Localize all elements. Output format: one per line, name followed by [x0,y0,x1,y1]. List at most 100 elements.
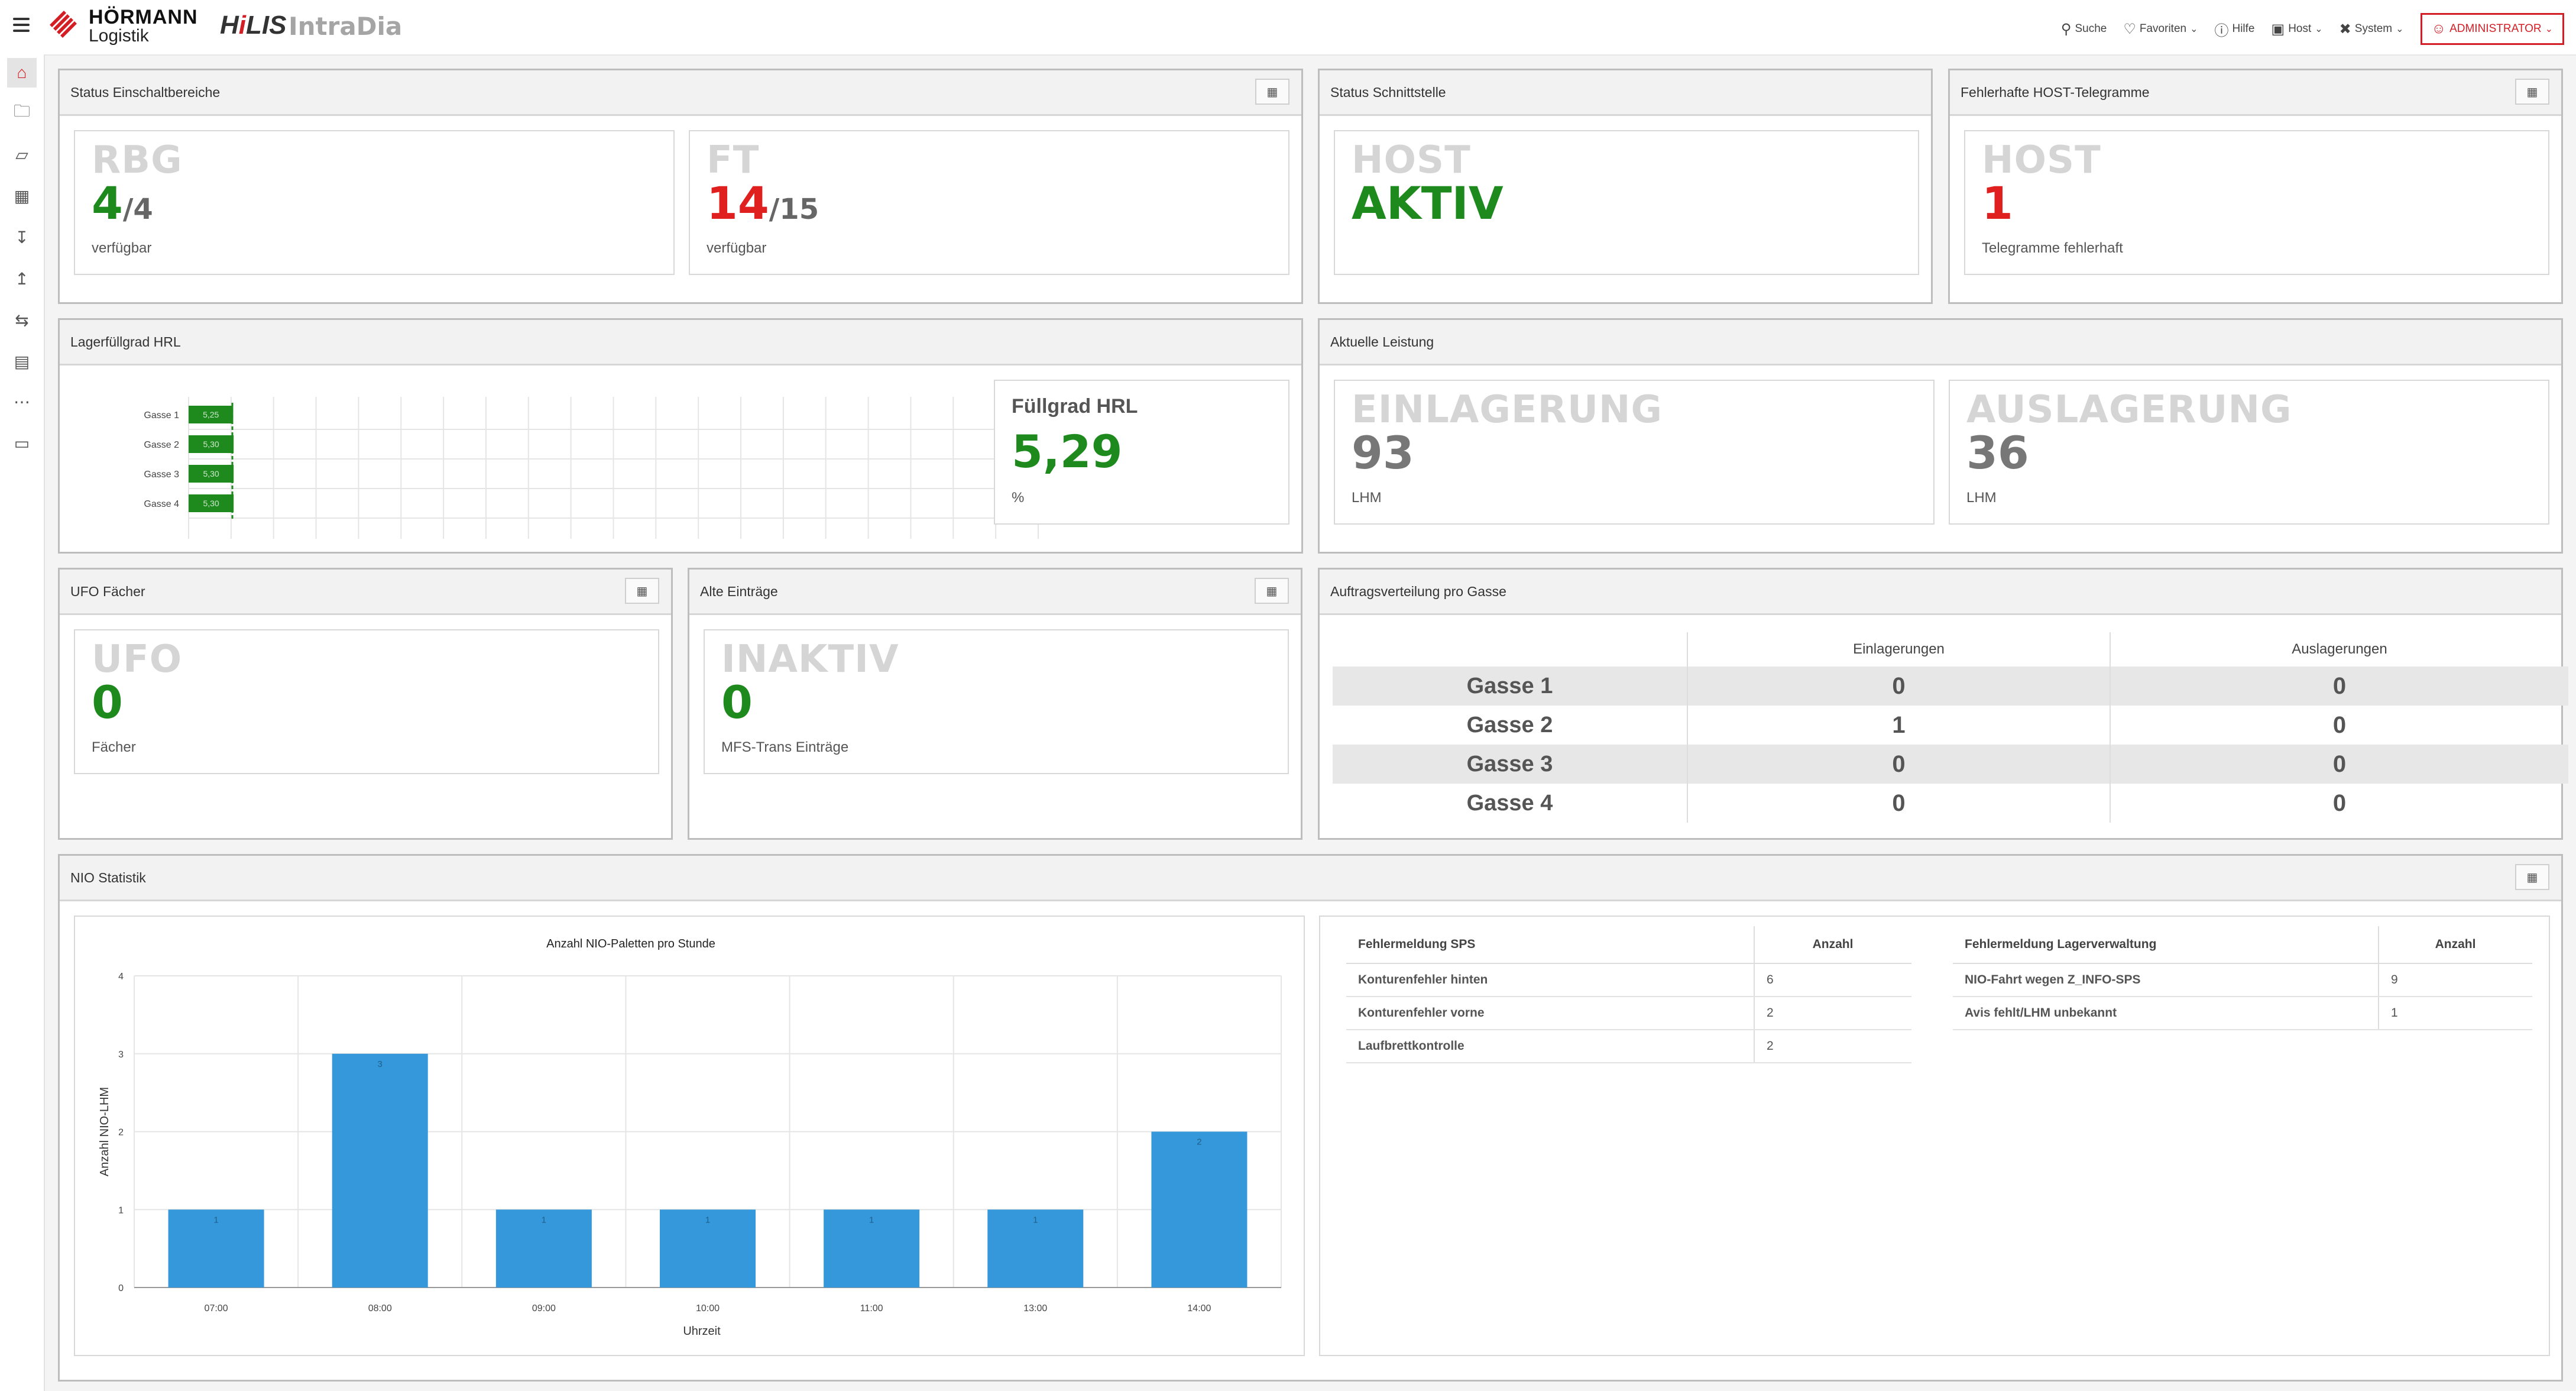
column-header: Fehlermeldung Lagerverwaltung [1953,926,2379,964]
panel-options-button[interactable]: ▦ [2515,864,2549,890]
tile-value: 0 [721,676,753,729]
tile-ufo: UFO 0 Fächer [74,629,659,774]
tile-auslagerung: AUSLAGERUNG 36 LHM [1949,380,2549,525]
cell-label: Konturenfehler vorne [1346,997,1754,1030]
transfer-icon[interactable]: ⇆ [15,310,29,329]
tile-title: EINLAGERUNG [1352,388,1663,432]
tile-title: HOST [1982,138,2101,182]
chevron-down-icon: ⌄ [2545,24,2553,34]
table-icon: ▦ [2526,85,2538,99]
panel-options-button[interactable]: ▦ [2515,79,2549,105]
grid-icon[interactable]: ▦ [14,186,30,205]
panel-alte-eintraege: Alte Einträge ▦ INAKTIV 0 MFS-Trans Eint… [688,568,1302,840]
panel-title: Alte Einträge [700,583,778,599]
sidebar: ⌂ 🗀 ▱ ▦ ↧ ↥ ⇆ ▤ ⋯ ▭ [0,54,45,1391]
user-menu[interactable]: ☺ ADMINISTRATOR ⌄ [2420,13,2564,45]
panel-header: Auftragsverteilung pro Gasse [1320,570,2561,615]
cell-count: 6 [1754,963,1911,997]
panel-options-button[interactable]: ▦ [1255,578,1289,604]
tile-einlagerung: EINLAGERUNG 93 LHM [1334,380,1935,525]
lagerverwaltung-error-table: Fehlermeldung Lagerverwaltung Anzahl NIO… [1953,926,2532,1030]
cell-auslagerungen: 0 [2110,745,2568,784]
cell-count: 1 [2378,997,2532,1030]
tile-title: HOST [1352,138,1471,182]
cell-auslagerungen: 0 [2110,706,2568,745]
table-row: Gasse 3 0 0 [1333,745,2568,784]
warehouse-icon[interactable]: ▱ [15,145,28,164]
bar [332,1053,428,1288]
cell-einlagerungen: 0 [1687,784,2110,823]
basket-out-icon[interactable]: ↥ [15,269,29,288]
table-row: Konturenfehler vorne 2 [1346,997,1911,1030]
bar [189,465,234,483]
x-axis-label: Uhrzeit [683,1325,721,1338]
bar [660,1209,756,1288]
panel-header: Status Schnittstelle [1320,70,1931,116]
tile-caption: MFS-Trans Einträge [721,739,849,755]
home-icon[interactable]: ⌂ [7,58,37,88]
panel-title: Auftragsverteilung pro Gasse [1330,583,1506,599]
tile-title: Füllgrad HRL [1012,395,1138,418]
y-tick-label: 3 [118,1050,124,1060]
data-label: 1 [213,1215,218,1225]
x-tick-label: 09:00 [532,1303,556,1314]
panel-options-button[interactable]: ▦ [625,578,659,604]
panel-fehlerhafte-host-telegramme: Fehlerhafte HOST-Telegramme ▦ HOST 1 Tel… [1948,69,2563,304]
table-icon: ▦ [2526,871,2538,884]
tile-title: FT [707,138,760,182]
table-icon: ▦ [636,584,648,598]
bar [189,494,234,512]
nav-host[interactable]: ▣ Host ⌄ [2271,21,2323,37]
table-header-row: Einlagerungen Auslagerungen [1333,632,2568,667]
column-header: Anzahl [2378,926,2532,964]
bar [1151,1131,1248,1288]
panel-title: NIO Statistik [70,869,146,885]
y-tick-label: Gasse 4 [144,499,179,509]
nav-favorites[interactable]: ♡ Favoriten ⌄ [2123,21,2198,37]
nio-chart: Anzahl NIO-Paletten pro Stunde 0 1 2 3 4 1 07:0… [98,937,1282,1338]
nav-search[interactable]: ⚲ Suche [2060,21,2107,37]
cell-label: NIO-Fahrt wegen Z_INFO-SPS [1953,963,2379,997]
table-row: Gasse 1 0 0 [1333,667,2568,706]
data-label: 1 [542,1215,546,1225]
panel-title: Status Einschaltbereiche [70,84,221,100]
panel-header: Status Einschaltbereiche ▦ [60,70,1301,116]
chart-title: Anzahl NIO-Paletten pro Stunde [546,937,715,950]
x-tick-label: 13:00 [1023,1303,1047,1314]
bar [495,1209,592,1288]
y-tick-label: Gasse 3 [144,470,179,480]
sps-error-table: Fehlermeldung SPS Anzahl Konturenfehler … [1346,926,1911,1063]
tools-icon: ✖ [2339,21,2351,37]
panel-header: UFO Fächer ▦ [60,570,671,615]
panel-status-schnittstelle: Status Schnittstelle HOST AKTIV [1318,69,1933,304]
y-tick-label: 0 [118,1283,124,1293]
tile-value: 5,29 [1012,425,1123,478]
panel-header: Lagerfüllgrad HRL [60,320,1301,365]
tile-inaktiv: INAKTIV 0 MFS-Trans Einträge [704,629,1289,774]
x-tick-label: 08:00 [368,1303,392,1314]
panel-aktuelle-leistung: Aktuelle Leistung EINLAGERUNG 93 LHM AUS… [1318,318,2563,554]
nav-help[interactable]: ⓘ Hilfe [2214,19,2254,40]
chevron-down-icon: ⌄ [2315,24,2323,34]
table-icon: ▦ [1266,584,1278,598]
basket-in-icon[interactable]: ↧ [15,228,29,247]
help-icon: ⓘ [2214,22,2229,39]
menu-icon[interactable] [13,18,30,34]
bar [168,1209,264,1288]
panel-title: Fehlerhafte HOST-Telegramme [1961,84,2150,100]
data-label: 5,30 [203,439,219,449]
data-label: 5,25 [203,410,219,419]
chart-icon[interactable]: ▤ [14,352,30,371]
panel-lagerfuellgrad: Lagerfüllgrad HRL 0,005,0010,0015,0020,0… [58,318,1303,554]
more-icon[interactable]: ⋯ [14,392,30,411]
cell-label: Avis fehlt/LHM unbekannt [1953,997,2379,1030]
folder-icon[interactable]: 🗀 [13,102,30,120]
tile-rbg: RBG 4/4 verfügbar [74,130,675,275]
column-header: Fehlermeldung SPS [1346,926,1754,964]
tile-caption: Telegramme fehlerhaft [1982,240,2123,256]
panel-status-einschaltbereiche: Status Einschaltbereiche ▦ RBG 4/4 verfü… [58,69,1303,304]
cell-auslagerungen: 0 [2110,784,2568,823]
monitor-icon[interactable]: ▭ [14,434,30,452]
panel-options-button[interactable]: ▦ [1255,79,1289,105]
nav-system[interactable]: ✖ System ⌄ [2339,21,2404,37]
